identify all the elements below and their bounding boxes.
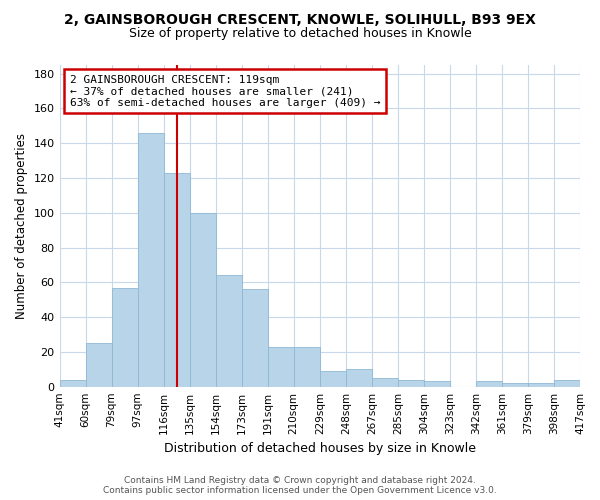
Bar: [268, 346, 294, 387]
Text: Size of property relative to detached houses in Knowle: Size of property relative to detached ho…: [128, 28, 472, 40]
Bar: [190, 213, 215, 386]
Bar: [372, 378, 398, 386]
Text: 2 GAINSBOROUGH CRESCENT: 119sqm
← 37% of detached houses are smaller (241)
63% o: 2 GAINSBOROUGH CRESCENT: 119sqm ← 37% of…: [70, 74, 380, 108]
X-axis label: Distribution of detached houses by size in Knowle: Distribution of detached houses by size …: [164, 442, 476, 455]
Text: 2, GAINSBOROUGH CRESCENT, KNOWLE, SOLIHULL, B93 9EX: 2, GAINSBOROUGH CRESCENT, KNOWLE, SOLIHU…: [64, 12, 536, 26]
Bar: [502, 383, 528, 386]
Bar: [59, 380, 86, 386]
Bar: [137, 133, 164, 386]
Y-axis label: Number of detached properties: Number of detached properties: [15, 133, 28, 319]
Bar: [320, 371, 346, 386]
Bar: [164, 173, 190, 386]
Bar: [112, 288, 137, 386]
Bar: [346, 370, 372, 386]
Bar: [424, 382, 450, 386]
Text: Contains HM Land Registry data © Crown copyright and database right 2024.
Contai: Contains HM Land Registry data © Crown c…: [103, 476, 497, 495]
Bar: [86, 343, 112, 386]
Bar: [398, 380, 424, 386]
Bar: [476, 382, 502, 386]
Bar: [554, 380, 580, 386]
Bar: [215, 276, 242, 386]
Bar: [294, 346, 320, 387]
Bar: [528, 383, 554, 386]
Bar: [242, 290, 268, 386]
